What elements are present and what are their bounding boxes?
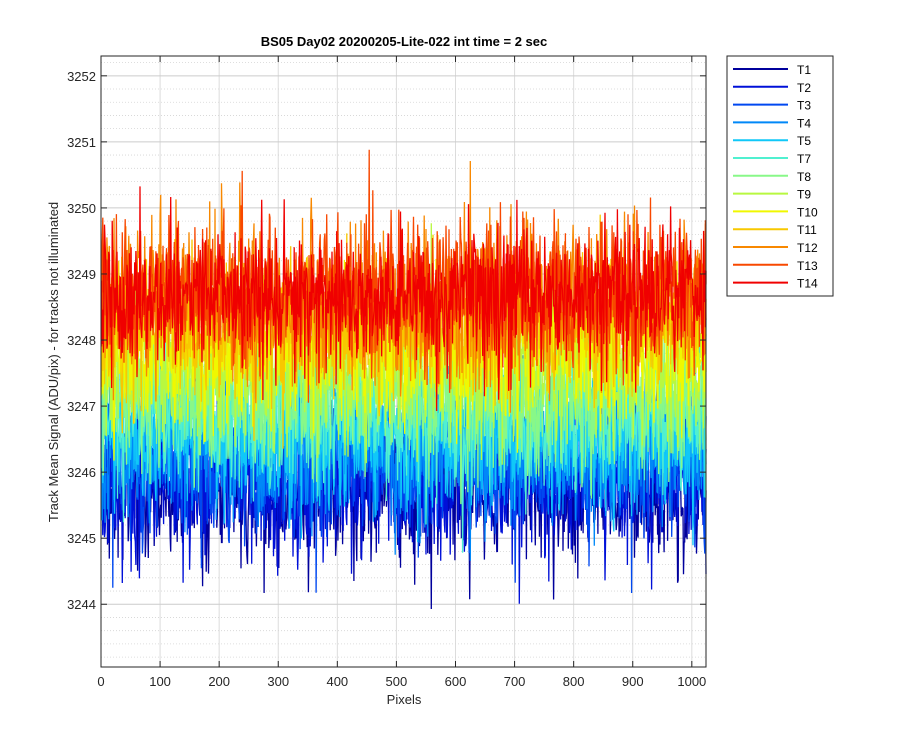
chart-title: BS05 Day02 20200205-Lite-022 int time = … <box>261 34 548 49</box>
axes-box <box>100 55 707 668</box>
y-tick-label: 3251 <box>67 135 96 150</box>
legend-label-t4: T4 <box>797 116 811 130</box>
y-axis-label: Track Mean Signal (ADU/pix) - for tracks… <box>46 202 61 522</box>
legend-label-t7: T7 <box>797 152 811 166</box>
series-line-t14 <box>100 186 707 412</box>
y-tick-label: 3249 <box>67 267 96 282</box>
y-tick-label: 3245 <box>67 531 96 546</box>
x-tick-label: 900 <box>622 674 644 689</box>
legend-label-t2: T2 <box>797 81 811 95</box>
legend-label-t3: T3 <box>797 99 811 113</box>
axis-ticks: 0 100 200 300 400 500 600 700 800 900 1000 3244 3245… <box>67 56 706 689</box>
x-tick-label: 800 <box>563 674 585 689</box>
series-layer <box>100 149 707 610</box>
x-tick-label: 400 <box>326 674 348 689</box>
x-tick-label: 100 <box>149 674 171 689</box>
legend-label-t1: T1 <box>797 63 811 77</box>
legend-label-t10: T10 <box>797 205 818 219</box>
legend-label-t9: T9 <box>797 188 811 202</box>
x-axis-label: Pixels <box>387 692 422 707</box>
y-tick-label: 3246 <box>67 465 96 480</box>
y-tick-label: 3252 <box>67 69 96 84</box>
x-tick-label: 1000 <box>677 674 706 689</box>
x-tick-label: 700 <box>504 674 526 689</box>
x-tick-label: 600 <box>445 674 467 689</box>
y-tick-label: 3244 <box>67 597 96 612</box>
legend-label-t8: T8 <box>797 170 811 184</box>
x-tick-label: 0 <box>97 674 104 689</box>
legend-label-t12: T12 <box>797 241 818 255</box>
x-tick-label: 500 <box>386 674 408 689</box>
legend-label-t5: T5 <box>797 134 811 148</box>
x-tick-label: 300 <box>267 674 289 689</box>
y-tick-label: 3248 <box>67 333 96 348</box>
y-tick-label: 3247 <box>67 399 96 414</box>
legend-label-t13: T13 <box>797 259 818 273</box>
legend-label-t11: T11 <box>797 223 817 237</box>
legend[interactable]: T1 T2 T3 T4 T5 T7 T8 T9 T10 T11 T12 T13 T14 <box>726 55 834 297</box>
y-tick-label: 3250 <box>67 201 96 216</box>
x-tick-label: 200 <box>208 674 230 689</box>
legend-label-t14: T14 <box>797 277 818 291</box>
